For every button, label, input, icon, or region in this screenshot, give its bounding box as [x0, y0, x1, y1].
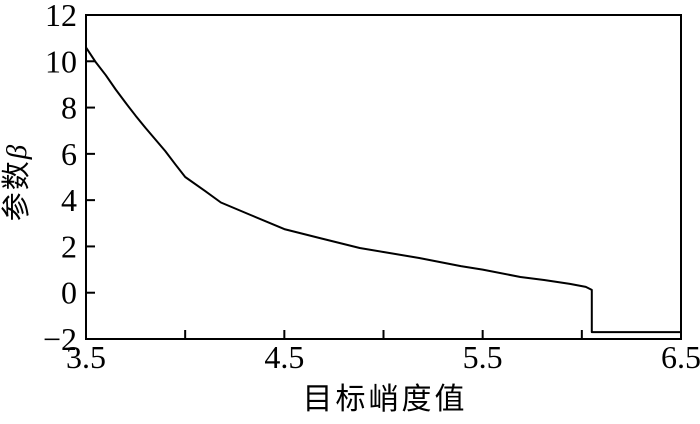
- beta-curve: [85, 46, 682, 334]
- x-tick-label: 3.5: [66, 339, 106, 375]
- y-tick-label: 0: [61, 275, 77, 311]
- x-tick-label: 6.5: [661, 339, 700, 375]
- y-axis-title: 参数β: [0, 144, 33, 221]
- x-tick-label: 4.5: [264, 339, 304, 375]
- y-tick-label: −2: [43, 321, 77, 357]
- y-axis-title-text: 参数: [0, 159, 33, 221]
- y-tick-label: 12: [45, 0, 77, 33]
- y-tick-label: 8: [61, 90, 77, 126]
- y-tick-label: 6: [61, 136, 77, 172]
- y-tick-label: 4: [61, 182, 77, 218]
- axis-ticks: [85, 14, 682, 340]
- x-tick-label: 5.5: [463, 339, 503, 375]
- axis-tick-labels: 3.5 4.5 5.5 6.5 −2 0 2 4 6 8 10 12: [43, 0, 700, 375]
- y-tick-label: 10: [45, 43, 77, 79]
- y-tick-label: 2: [61, 228, 77, 264]
- beta-symbol: β: [1, 144, 33, 160]
- x-axis-title: 目标峭度值: [303, 383, 468, 416]
